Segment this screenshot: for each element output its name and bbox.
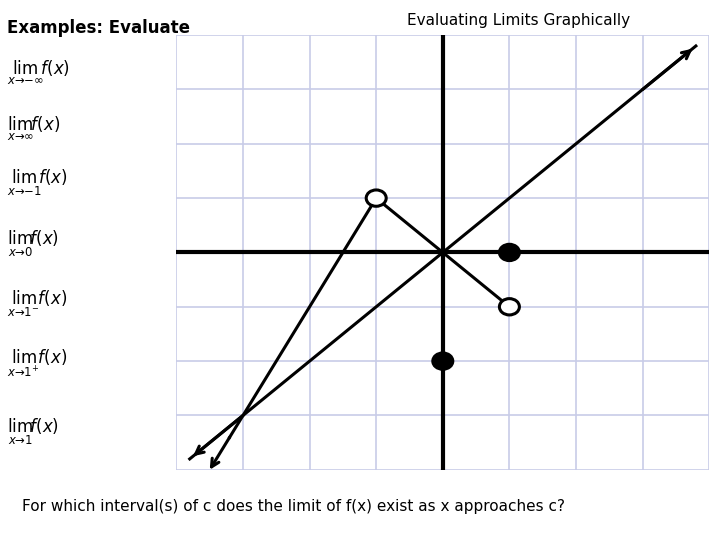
Text: $\lim_{x\to \infty}\! f(x)$: $\lim_{x\to \infty}\! f(x)$ [7, 114, 60, 143]
Circle shape [500, 244, 519, 261]
Text: $\lim_{x\to 1^-}\! f(x)$: $\lim_{x\to 1^-}\! f(x)$ [7, 288, 67, 319]
Text: Evaluating Limits Graphically: Evaluating Limits Graphically [407, 14, 630, 29]
Circle shape [366, 190, 386, 206]
Text: $\lim_{x\to 1^+}\! f(x)$: $\lim_{x\to 1^+}\! f(x)$ [7, 347, 67, 379]
Circle shape [433, 353, 453, 369]
Text: Examples: Evaluate: Examples: Evaluate [7, 19, 190, 37]
Text: $\lim_{x\to -1}\! f(x)$: $\lim_{x\to -1}\! f(x)$ [7, 167, 68, 198]
Circle shape [500, 299, 519, 315]
Text: $\lim_{x\to 0}\! f(x)$: $\lim_{x\to 0}\! f(x)$ [7, 229, 59, 259]
Text: $\lim_{x\to -\infty}\! f(x)$: $\lim_{x\to -\infty}\! f(x)$ [7, 59, 70, 87]
Text: $\lim_{x\to 1}\! f(x)$: $\lim_{x\to 1}\! f(x)$ [7, 417, 59, 447]
Text: For which interval(s) of c does the limit of f(x) exist as x approaches c?: For which interval(s) of c does the limi… [22, 500, 564, 515]
